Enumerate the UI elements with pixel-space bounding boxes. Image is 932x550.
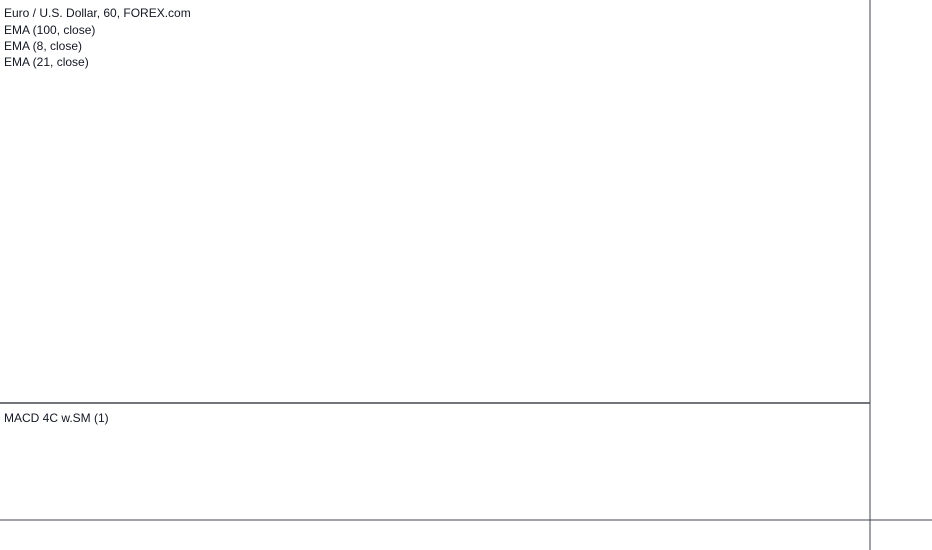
chart-title: Euro / U.S. Dollar, 60, FOREX.com xyxy=(4,6,191,20)
legend-entry: EMA (21, close) xyxy=(4,55,89,69)
legend-entry: EMA (100, close) xyxy=(4,23,95,37)
indicator-title: MACD 4C w.SM (1) xyxy=(4,411,109,425)
legend-entry: EMA (8, close) xyxy=(4,39,82,53)
